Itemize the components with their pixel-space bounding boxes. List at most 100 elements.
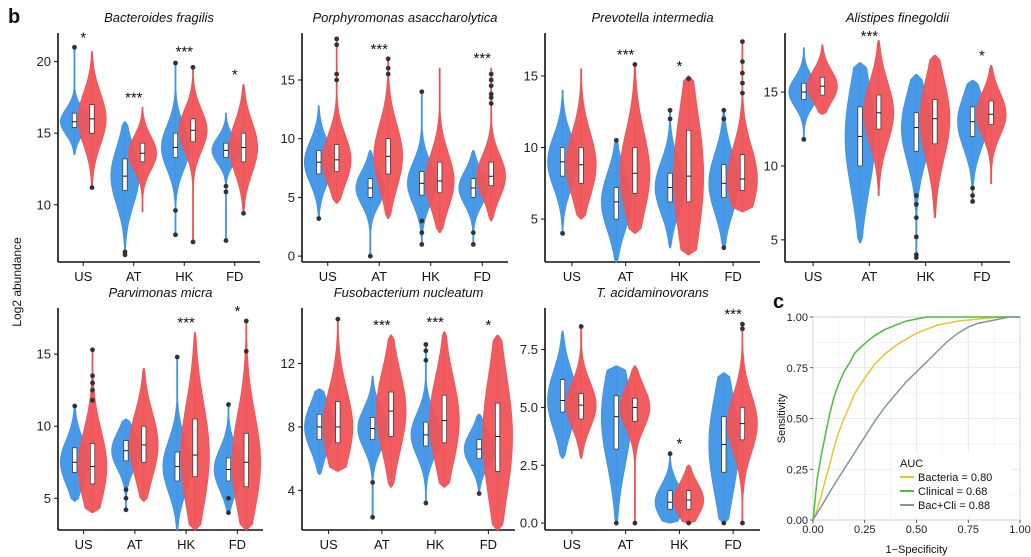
violin-panel-5: Parvimonas micra 5 10 15 US AT HK *** FD *	[37, 285, 263, 552]
x-tick-label: US	[804, 269, 822, 284]
box-iqr	[441, 394, 447, 444]
y-tick-label: 0	[288, 249, 295, 264]
box-iqr	[739, 154, 745, 191]
box-iqr	[932, 99, 938, 145]
y-tick-label: 5	[531, 212, 538, 227]
outlier-point	[173, 232, 178, 238]
outlier-point	[241, 210, 246, 216]
outlier-point	[334, 42, 340, 48]
outlier-point	[740, 39, 745, 44]
outlier-point	[419, 230, 425, 236]
y-tick-label: 5.0	[520, 400, 538, 415]
box-iqr	[913, 112, 919, 152]
outlier-point	[423, 500, 429, 506]
x-tick-label: US	[74, 269, 92, 284]
y-tick-label: 10	[281, 131, 295, 146]
shared-y-axis-label: Log2 abundance	[10, 237, 24, 327]
x-tick-label: HK	[175, 269, 193, 284]
y-tick-label: 7.5	[520, 342, 538, 357]
panel-b-label: b	[8, 6, 20, 28]
outlier-point	[740, 321, 745, 327]
violin-panel-4: Alistipes finegoldii 5 10 15 US AT *** HK FD *	[764, 10, 1010, 284]
outlier-point	[613, 520, 619, 526]
box-iqr	[488, 161, 494, 187]
y-axis-label: Sensitivity	[776, 393, 788, 443]
y-tick-label: 1.00	[787, 312, 808, 324]
outlier-point	[578, 324, 584, 329]
box-iqr	[578, 147, 584, 184]
outlier-point	[913, 234, 919, 240]
outlier-point	[173, 60, 178, 66]
outlier-point	[488, 83, 494, 89]
outlier-point	[970, 185, 975, 191]
x-tick-label: 0.50	[906, 524, 927, 536]
x-tick-label: FD	[480, 537, 497, 552]
box-iqr	[632, 397, 638, 422]
y-tick-label: 10	[524, 140, 538, 155]
outlier-point	[223, 189, 229, 195]
y-tick-label: 2.5	[520, 458, 538, 473]
outlier-point	[174, 354, 180, 360]
x-tick-label: FD	[229, 537, 246, 552]
box-iqr	[334, 144, 340, 172]
box-iqr	[437, 161, 443, 194]
box-iqr	[495, 402, 501, 472]
outlier-point	[190, 64, 196, 70]
y-tick-label: 12	[281, 356, 295, 371]
x-tick-label: 1.00	[1009, 524, 1030, 536]
outlier-point	[223, 238, 229, 243]
outlier-point	[123, 507, 129, 513]
roc-panel: 0.00 0.25 0.50 0.75 1.00 0.00 0.25 0.50 0.75 1.00…	[776, 312, 1031, 556]
outlier-point	[632, 62, 638, 67]
outlier-point	[913, 201, 919, 207]
box-iqr	[801, 82, 807, 100]
outlier-point	[419, 89, 425, 95]
violin-panels: Bacteroides fragilis101520US*AT***HK***F…	[37, 10, 1010, 552]
outlier-point	[476, 491, 482, 496]
y-tick-label: 4	[288, 483, 295, 498]
outlier-point	[334, 36, 340, 42]
box-iqr	[139, 142, 146, 163]
outlier-point	[367, 253, 373, 259]
x-tick-label: 0.00	[802, 524, 823, 536]
y-tick-label: 20	[37, 54, 51, 69]
outlier-point	[488, 77, 494, 83]
outlier-point	[370, 514, 376, 520]
x-tick-label: HK	[422, 269, 440, 284]
y-tick-label: 10	[37, 197, 51, 212]
outlier-point	[385, 56, 391, 62]
outlier-point	[419, 241, 425, 247]
violin-panel-2: Porphyromonas asaccharolytica 0 5 10 15 US AT *…	[281, 10, 508, 284]
outlier-point	[370, 480, 376, 485]
outlier-point	[801, 136, 807, 142]
outlier-point	[173, 208, 178, 213]
significance-stars: *	[80, 29, 86, 46]
box-iqr	[388, 391, 394, 437]
outlier-point	[226, 495, 231, 501]
box-iqr	[613, 187, 619, 220]
outlier-point	[970, 193, 975, 198]
outlier-point	[913, 255, 919, 260]
outlier-point	[560, 230, 565, 236]
x-tick-label: FD	[474, 269, 491, 284]
outlier-point	[223, 183, 229, 189]
outlier-point	[667, 107, 673, 113]
significance-stars: *	[676, 58, 682, 75]
outlier-point	[423, 348, 429, 354]
outlier-point	[123, 495, 129, 501]
outlier-point	[72, 44, 77, 50]
outlier-point	[740, 70, 745, 76]
box-iqr	[667, 490, 673, 510]
x-tick-label: US	[563, 537, 581, 552]
outlier-point	[335, 316, 341, 322]
outlier-point	[488, 71, 494, 77]
significance-stars: ***	[473, 50, 491, 67]
outlier-point	[334, 71, 340, 77]
outlier-point	[423, 342, 429, 347]
x-axis-label: 1−Specificity	[885, 544, 948, 556]
y-tick-label: 0.0	[520, 516, 538, 531]
panel-title: Fusobacterium nucleatum	[334, 285, 484, 300]
x-tick-label: 0.75	[958, 524, 979, 536]
outlier-point	[243, 348, 249, 354]
